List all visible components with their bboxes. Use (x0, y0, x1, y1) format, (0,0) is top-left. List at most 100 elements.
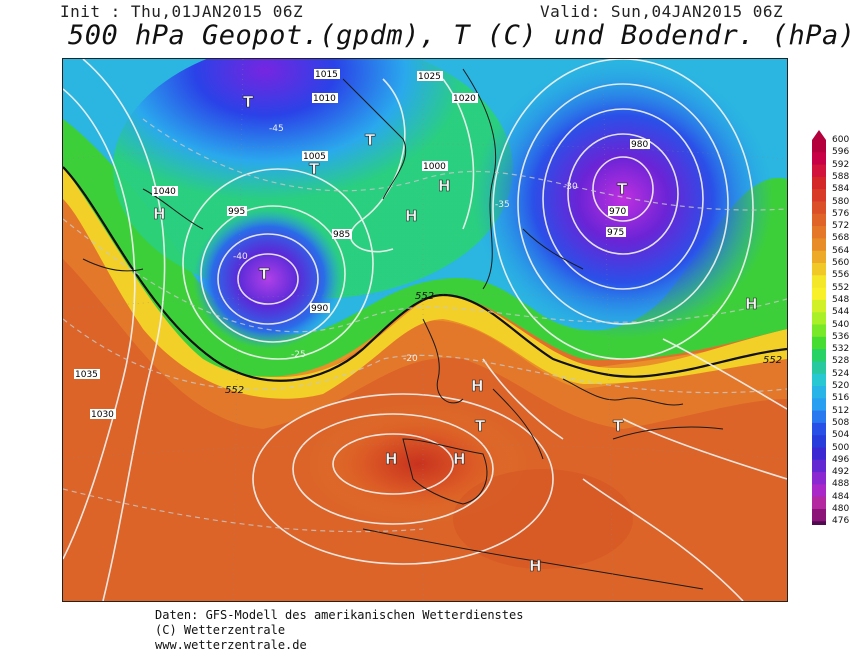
legend-label: 572 (832, 221, 850, 232)
legend-label: 484 (832, 491, 850, 502)
legend-swatch (812, 422, 826, 436)
legend-label: 496 (832, 454, 850, 465)
legend-label: 528 (832, 356, 850, 367)
legend-swatch (812, 324, 826, 338)
temp-label: -20 (403, 354, 418, 364)
legend-swatch (812, 238, 826, 252)
legend-swatch (812, 410, 826, 424)
legend-label: 512 (832, 405, 850, 416)
color-legend (812, 130, 826, 525)
high-center: H (153, 205, 166, 223)
temp-label: -45 (269, 124, 284, 134)
legend-swatch (812, 496, 826, 510)
legend-label: 548 (832, 294, 850, 305)
legend-label: 476 (832, 516, 850, 527)
legend-swatch (812, 152, 826, 166)
legend-label: 600 (832, 135, 850, 145)
isobar-label: 1035 (75, 370, 98, 380)
temp-label: -25 (291, 350, 306, 360)
legend-label: 492 (832, 467, 850, 478)
temp-label: -30 (563, 182, 578, 192)
legend-bar (812, 130, 826, 525)
legend-label: 588 (832, 171, 850, 182)
low-center: T (613, 417, 624, 435)
legend-label: 568 (832, 233, 850, 244)
legend-label: 560 (832, 258, 850, 268)
high-center: H (438, 177, 451, 195)
legend-swatch (812, 447, 826, 461)
low-center: T (259, 265, 270, 283)
legend-label: 504 (832, 430, 850, 441)
high-center: H (405, 207, 418, 225)
map-canvas: T T T T T T T H H H H H H H H 1015 1025 … (63, 59, 787, 601)
legend-swatch (812, 226, 826, 239)
legend-label: 556 (832, 270, 850, 281)
legend-label: 592 (832, 159, 850, 170)
low-center: T (309, 160, 320, 178)
legend-label: 536 (832, 331, 850, 342)
footer: Daten: GFS-Modell des amerikanischen Wet… (155, 608, 523, 653)
legend-swatch (812, 472, 826, 485)
isobar-label: 980 (631, 140, 648, 150)
legend-label: 508 (832, 417, 850, 428)
low-center: T (617, 180, 628, 198)
low-center: T (475, 417, 486, 435)
legend-label: 480 (832, 504, 850, 514)
isobar-label: 1020 (453, 94, 476, 104)
footer-source: Daten: GFS-Modell des amerikanischen Wet… (155, 608, 524, 622)
legend-swatch (812, 263, 826, 276)
high-center: H (745, 295, 758, 313)
weather-map: T T T T T T T H H H H H H H H 1015 1025 … (62, 58, 788, 602)
legend-swatch (812, 275, 826, 289)
legend-swatch (812, 349, 826, 362)
legend-swatch (812, 299, 826, 313)
legend-swatch (812, 484, 826, 498)
legend-swatch (812, 521, 826, 525)
temp-labels: -40 -45 -35 -30 -25 -20 (233, 124, 578, 364)
legend-swatch (812, 435, 826, 448)
high-center: H (385, 450, 398, 468)
isobars (63, 59, 787, 601)
legend-swatch (812, 459, 826, 473)
isobar-label: 970 (609, 207, 626, 217)
isobar-label: 975 (607, 228, 624, 238)
legend-label: 532 (832, 344, 850, 355)
legend-swatch (812, 509, 826, 522)
legend-arrow-top (812, 130, 826, 140)
isobar-label: 985 (333, 230, 350, 240)
geopot-label: 552 (763, 355, 782, 366)
isobar-label: 1010 (313, 94, 336, 104)
isobar-labels: 1015 1025 1010 1020 1005 1000 995 990 98… (74, 69, 650, 420)
legend-label: 580 (832, 196, 850, 207)
valid-timestamp: Valid: Sun,04JAN2015 06Z (540, 2, 784, 21)
legend-label: 540 (832, 319, 850, 330)
geopot-labels: 552 552 552 (225, 291, 782, 396)
legend-label: 488 (832, 479, 850, 490)
footer-copyright: (C) Wetterzentrale (155, 623, 286, 637)
isobar-label: 1000 (423, 162, 446, 172)
legend-label: 596 (832, 147, 850, 158)
legend-swatch (812, 398, 826, 412)
legend-label: 520 (832, 381, 850, 391)
legend-swatch (812, 386, 826, 399)
legend-label: 564 (832, 245, 850, 256)
high-center: H (453, 450, 466, 468)
chart-title: 500 hPa Geopot.(gpdm), T (C) und Bodendr… (68, 20, 850, 51)
legend-swatch (812, 176, 826, 190)
low-center: T (365, 131, 376, 149)
legend-label: 524 (832, 368, 850, 379)
isobar-label: 990 (311, 304, 328, 314)
high-center: H (529, 557, 542, 575)
pressure-centers: T T T T T T T H H H H H H H H (153, 93, 758, 576)
low-center: T (243, 93, 254, 111)
isobar-label: 1025 (418, 72, 441, 82)
contour-552 (63, 166, 787, 382)
legend-label: 576 (832, 208, 850, 219)
init-timestamp: Init : Thu,01JAN2015 06Z (60, 2, 304, 21)
legend-swatch (812, 361, 826, 375)
legend-label: 516 (832, 393, 850, 404)
legend-label: 544 (832, 307, 850, 318)
isobar-label: 1040 (153, 187, 176, 197)
legend-swatch (812, 201, 826, 215)
isobar-label: 995 (228, 207, 245, 217)
